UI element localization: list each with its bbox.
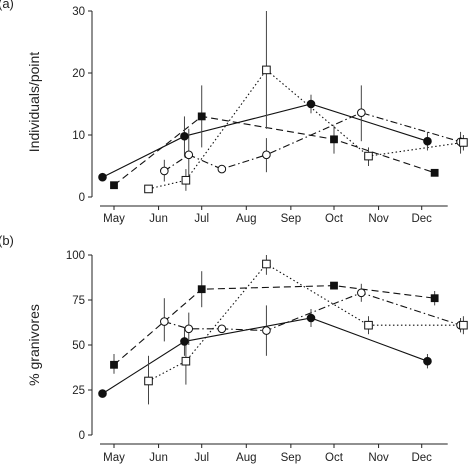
panel-a-x-tick-label: Aug: [236, 213, 256, 225]
panel-a-y-tick-label: 20: [72, 68, 85, 80]
panel-b: (b) % granivores 0 25 50 75 100 May Jun Jul Aug S…: [0, 233, 468, 464]
panel-a-data-point: [110, 181, 118, 190]
panel-a-data-point: [262, 150, 271, 160]
panel-a-data-point: [98, 172, 107, 182]
panel-b-x-tick-label: Aug: [236, 452, 256, 464]
panel-a-data-point: [144, 184, 153, 194]
panel-a-series-2-line: [163, 112, 461, 172]
panel-b-data-point: [423, 356, 432, 366]
panel-a-data-point: [459, 138, 468, 147]
panel-b-data-point: [197, 285, 206, 294]
panel-a-series-1-line: [113, 115, 435, 186]
panel-b-data-point: [430, 294, 439, 303]
panel-a-x-tick-label: Oct: [325, 213, 344, 225]
panel-b-data-point: [357, 288, 366, 298]
panel-b-y-tick-label: 75: [72, 295, 85, 307]
panel-b-x-tick-label: Sep: [281, 452, 301, 464]
panel-b-data-point: [180, 337, 189, 346]
panel-a-y-tick-label: 10: [72, 130, 85, 142]
panel-b-x-tick-label: Nov: [368, 452, 389, 464]
panel-a-x-tick-label: Jul: [194, 213, 209, 225]
panel-b-data-point: [144, 376, 153, 386]
panel-a-data-point: [330, 135, 338, 144]
panel-a-data-point: [306, 99, 316, 109]
panel-b-series-2-line: [164, 292, 461, 332]
panel-a-data-point: [262, 65, 271, 75]
panel-a-series-3-line: [148, 69, 464, 190]
panel-b-y-tick-label: 0: [79, 430, 85, 442]
panel-b-axes: 0 25 50 75 100 May Jun Jul Aug Sep Oct Nov Dec: [66, 250, 448, 464]
panel-b-lines: [102, 263, 464, 395]
panel-a-data-point: [430, 168, 439, 177]
panel-a-x-tick-label: Sep: [281, 213, 301, 225]
panel-b-x-tick-label: Jul: [194, 452, 209, 464]
panel-a-data-point: [364, 151, 373, 161]
panel-b-data-point: [262, 259, 271, 269]
panel-b-series: [98, 255, 468, 405]
panel-b-data-point: [110, 360, 118, 369]
panel-b-data-point: [330, 281, 338, 290]
panel-a-markers: [98, 65, 468, 194]
panel-b-y-tick-label: 50: [72, 340, 85, 352]
panel-a-y-tick-label: 0: [79, 192, 85, 204]
panel-b-series-0-line: [102, 317, 428, 395]
panel-b-series-3-line: [148, 263, 464, 382]
panel-a-data-point: [423, 136, 432, 146]
panel-b-markers: [98, 259, 468, 398]
panel-b-x-tick-label: May: [103, 452, 125, 464]
panel-b-data-point: [306, 313, 316, 323]
panel-a-x-tick-label: Dec: [411, 213, 432, 225]
panel-a-data-point: [357, 108, 366, 117]
panel-b-data-point: [262, 326, 271, 335]
panel-a-data-point: [184, 150, 194, 160]
panel-a-series-0-line: [102, 103, 428, 178]
panel-b-data-point: [160, 317, 169, 326]
panel-a-y-axis-label: Individuals/point: [26, 52, 42, 153]
panel-a-lines: [102, 69, 464, 190]
panel-b-data-point: [181, 356, 191, 366]
panel-a-data-point: [181, 175, 191, 185]
panel-b-data-point: [98, 389, 107, 398]
panel-b-label: (b): [0, 233, 14, 248]
panel-b-y-axis-label: % granivores: [26, 304, 42, 386]
panel-a-label: (a): [0, 0, 14, 11]
panel-a-data-point: [197, 112, 206, 121]
panel-a: (a) Individuals/point 0 10 20 30 May Jun Jul Au…: [0, 0, 468, 225]
panel-a-data-point: [180, 131, 189, 141]
panel-b-error-bars: [101, 255, 464, 405]
panel-b-data-point: [459, 320, 468, 330]
panel-b-y-tick-label: 100: [66, 250, 85, 262]
panel-a-data-point: [217, 164, 227, 174]
panel-b-x-tick-label: Dec: [411, 452, 432, 464]
panel-a-x-tick-label: Jun: [149, 213, 168, 225]
panel-b-data-point: [364, 320, 373, 330]
panel-a-series: [98, 11, 468, 194]
panel-b-x-tick-label: Oct: [325, 452, 344, 464]
panel-b-x-tick-label: Jun: [149, 452, 168, 464]
panel-a-x-tick-label: May: [103, 213, 125, 225]
panel-a-x-tick-label: Nov: [368, 213, 389, 225]
panel-b-series-1-line: [113, 285, 435, 366]
panel-b-data-point: [217, 324, 227, 334]
panel-b-data-point: [184, 324, 194, 334]
panel-a-y-tick-label: 30: [72, 6, 85, 18]
panel-a-axes: 0 10 20 30 May Jun Jul Aug Sep Oct Nov Dec: [72, 6, 448, 225]
panel-a-data-point: [160, 166, 169, 176]
panel-b-y-tick-label: 25: [72, 385, 85, 397]
